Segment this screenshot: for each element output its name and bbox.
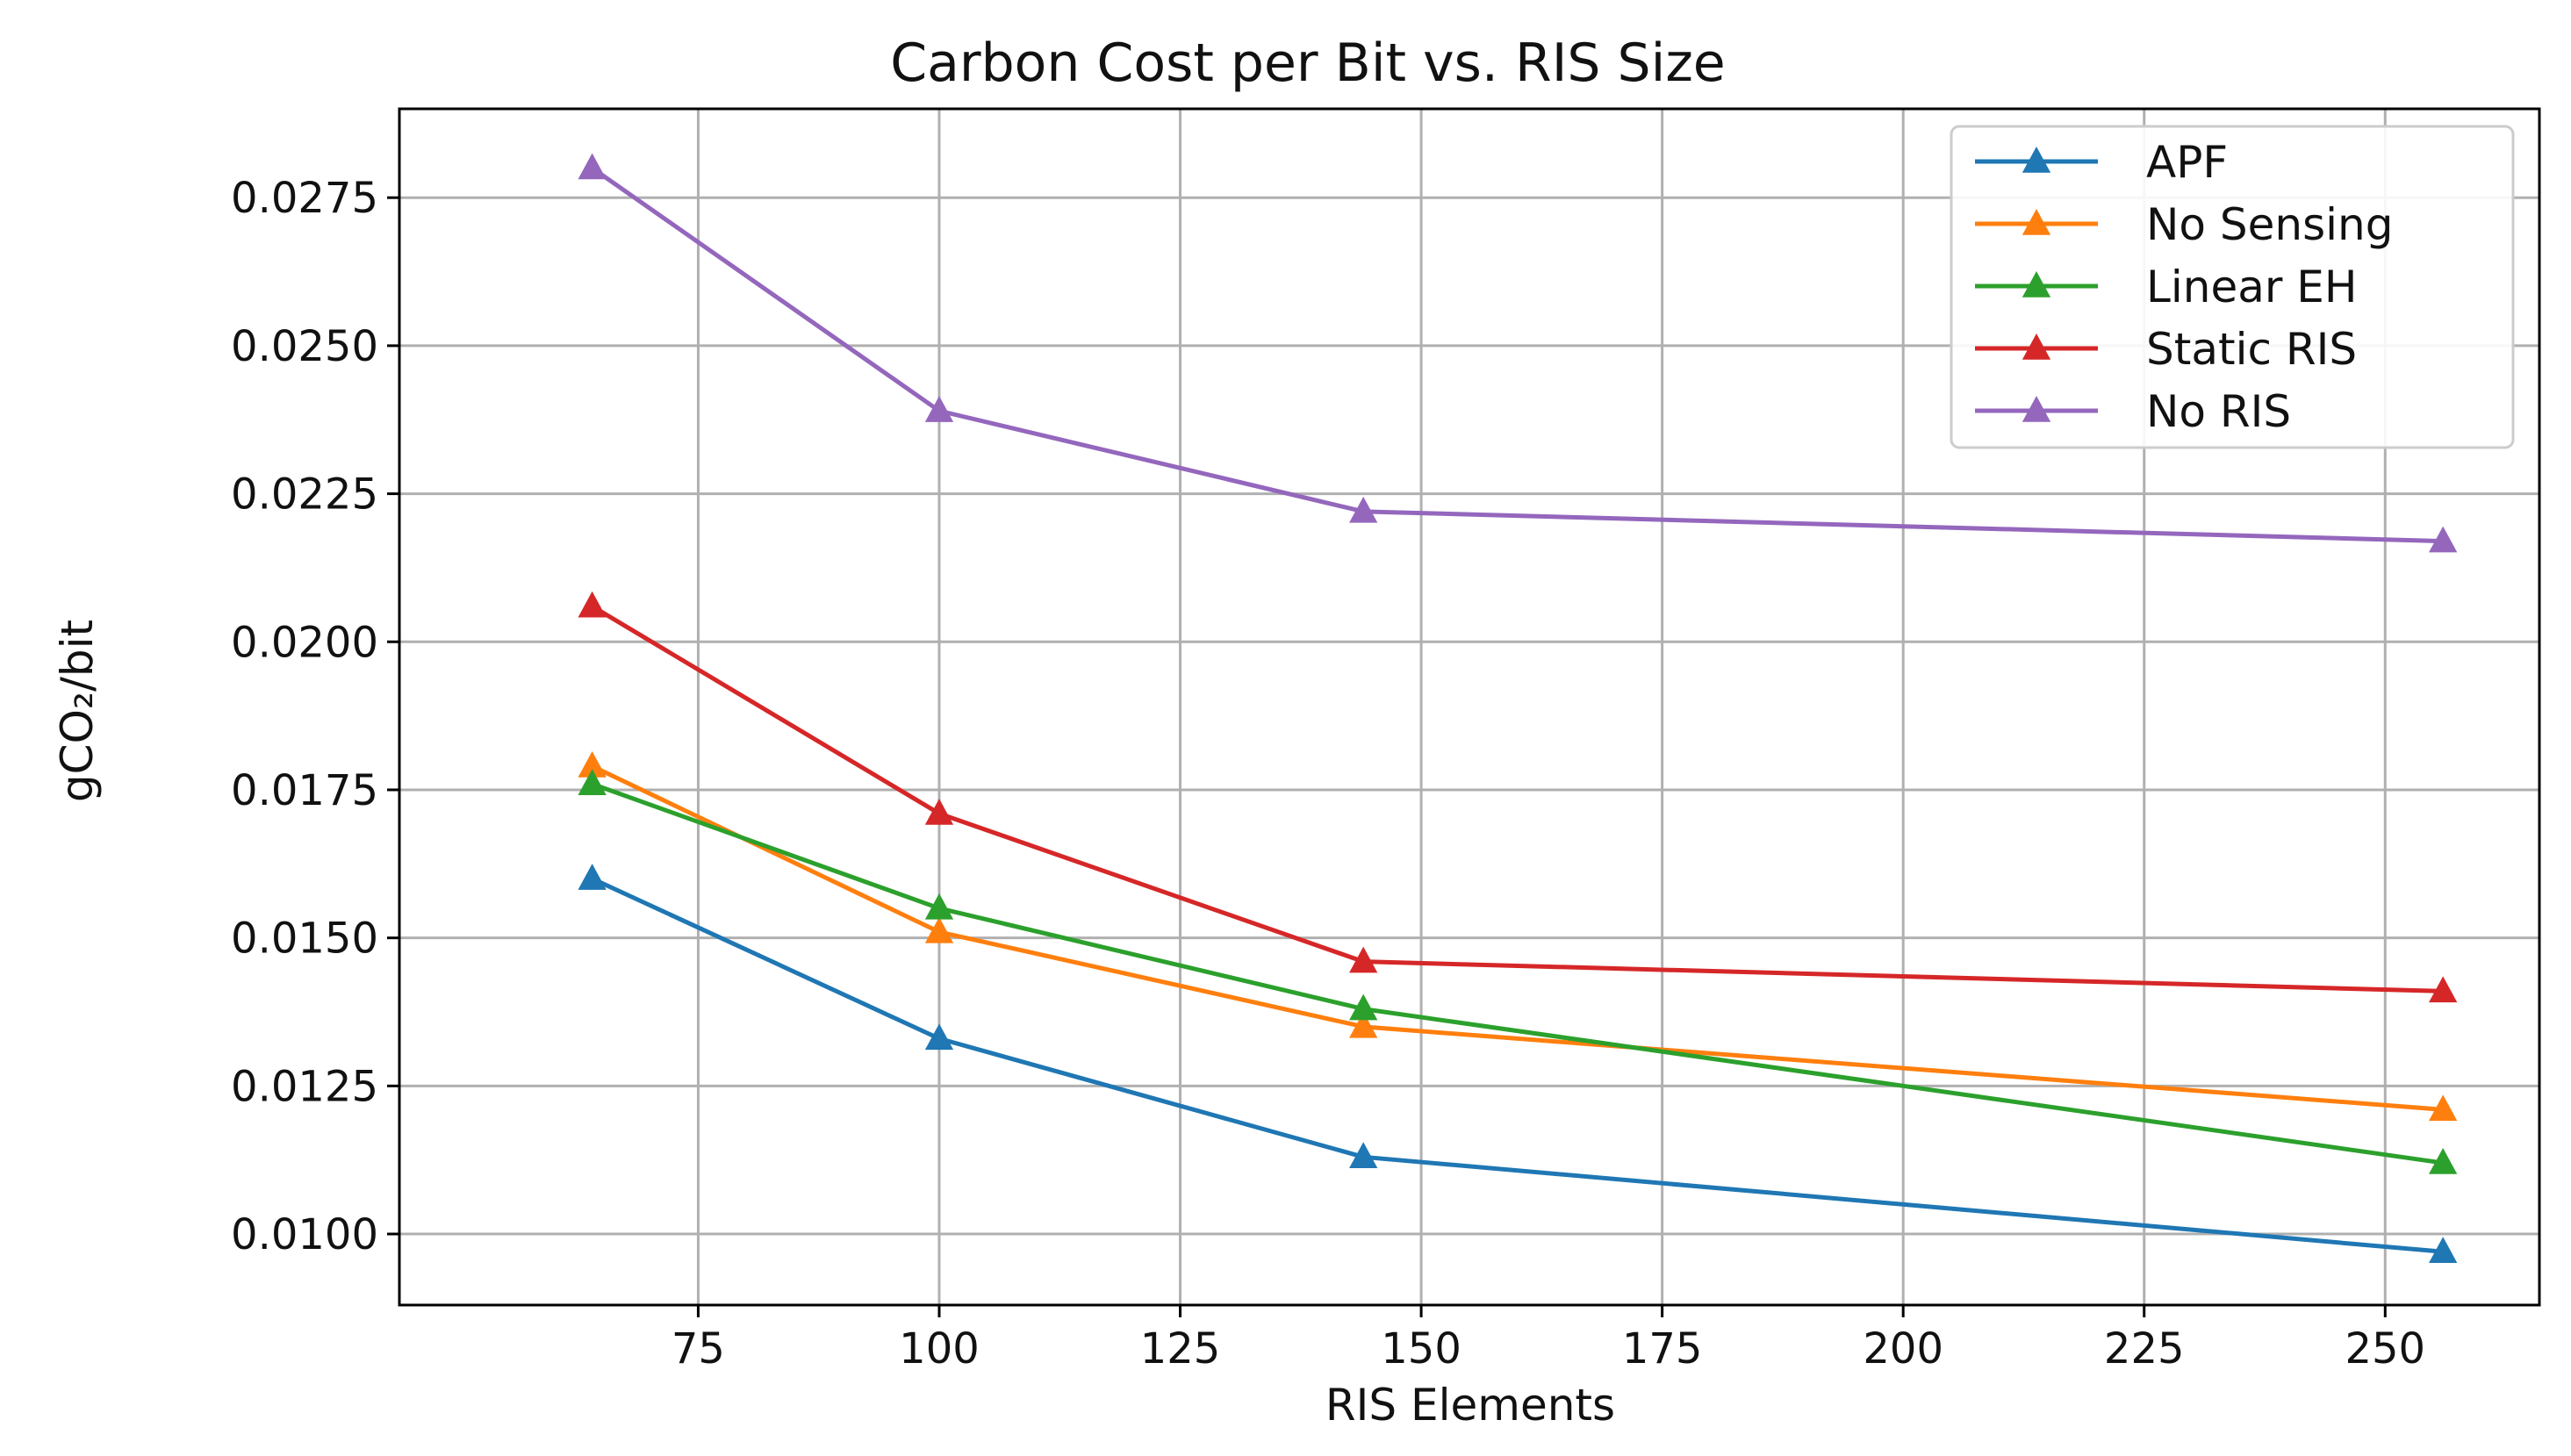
data-point-no-sensing [578,750,607,778]
x-tick-label: 175 [1622,1324,1703,1374]
data-point-apf [1349,1142,1378,1169]
data-point-linear-eh [578,769,607,795]
series-no-ris [578,153,2458,553]
plot-area-frame [398,107,2541,1307]
x-tick-label: 125 [1140,1324,1221,1374]
data-point-static-ris [2429,976,2458,1003]
data-point-no-ris [924,396,954,422]
y-tick-label: 0.0150 [231,914,378,964]
data-point-no-sensing [924,916,954,943]
y-tick-label: 0.0175 [231,766,378,815]
data-point-no-sensing [2429,1094,2458,1122]
series-linear-eh [578,769,2458,1174]
data-point-apf [924,1023,954,1051]
y-axis-label: gCO₂/bit [52,620,103,802]
series-no-sensing [578,750,2458,1122]
legend-marker-no-sensing [2022,209,2051,235]
axis-ticks: 75 100 125 150 175 200 225 250 0.0100 0.0125 0.015… [231,174,2425,1374]
chart-title: Carbon Cost per Bit vs. RIS Size [890,32,1725,94]
series-line-no-sensing [591,764,2444,1112]
data-point-static-ris [1349,946,1378,973]
data-point-apf [578,864,607,890]
data-point-no-ris [1349,496,1378,523]
data-point-no-sensing [1349,1011,1378,1038]
data-point-linear-eh [924,893,954,920]
y-tick-label: 0.0250 [231,322,378,371]
series-line-linear-eh [591,781,2444,1166]
y-tick-label: 0.0200 [231,618,378,667]
data-point-apf [2429,1237,2458,1264]
x-tick-label: 75 [671,1324,725,1374]
series-line-apf [591,876,2444,1254]
legend-marker-static-ris [2022,334,2051,360]
data-point-no-ris [578,153,607,180]
legend-box [1950,125,2515,449]
series-apf [578,864,2458,1264]
legend-marker-no-ris [2022,396,2051,422]
data-point-linear-eh [2429,1148,2458,1174]
x-tick-label: 150 [1381,1324,1461,1374]
legend-label-static-ris: Static RIS [2146,324,2357,375]
y-tick-label: 0.0275 [231,174,378,223]
x-tick-label: 200 [1863,1324,1943,1374]
legend: APF No Sensing Linear EH Static RIS No RIS [1950,125,2515,449]
data-point-no-ris [2429,526,2458,553]
series-static-ris [578,591,2458,1003]
data-point-static-ris [578,591,607,618]
series-lines [578,153,2458,1264]
x-axis-label: RIS Elements [1325,1380,1615,1431]
legend-marker-apf [2022,147,2051,173]
x-tick-label: 225 [2104,1324,2185,1374]
legend-marker-linear-eh [2022,271,2051,298]
legend-label-linear-eh: Linear EH [2146,262,2357,312]
legend-label-apf: APF [2146,137,2228,188]
series-line-static-ris [591,604,2444,993]
series-line-no-ris [591,166,2444,544]
legend-label-no-sensing: No Sensing [2146,199,2393,250]
y-tick-label: 0.0225 [231,470,378,520]
legend-label-no-ris: No RIS [2146,386,2291,437]
x-tick-label: 100 [899,1324,980,1374]
x-tick-label: 250 [2345,1324,2425,1374]
y-tick-label: 0.0100 [231,1210,378,1259]
data-point-static-ris [924,798,954,825]
y-tick-label: 0.0125 [231,1062,378,1111]
data-point-linear-eh [1349,993,1378,1021]
